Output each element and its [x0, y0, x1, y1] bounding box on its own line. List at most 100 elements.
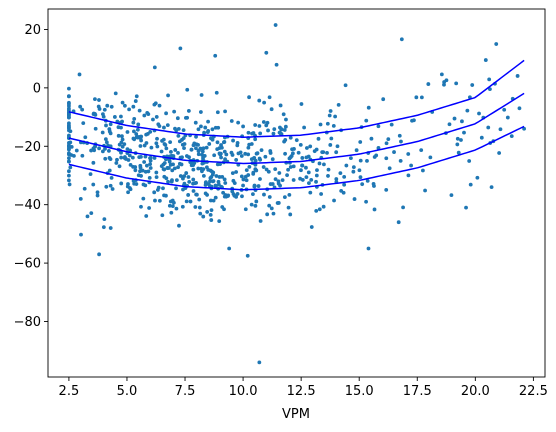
scatter-point [421, 168, 425, 173]
scatter-point [196, 142, 200, 147]
scatter-point [256, 184, 261, 188]
scatter-point [213, 183, 218, 188]
scatter-point [488, 87, 492, 92]
scatter-point [372, 207, 377, 212]
scatter-point [319, 192, 324, 196]
scatter-point [316, 136, 321, 141]
scatter-point [309, 225, 314, 229]
scatter-point [204, 145, 209, 150]
scatter-point [428, 155, 433, 160]
scatter-point [224, 152, 229, 157]
scatter-point [314, 208, 319, 213]
scatter-point [254, 199, 259, 204]
scatter-points [67, 23, 526, 365]
x-tick-label: 10.0 [229, 384, 258, 399]
scatter-point [104, 123, 108, 128]
curve-line-1 [68, 59, 525, 138]
scatter-point [219, 155, 223, 160]
scatter-point [257, 98, 262, 103]
scatter-point [229, 150, 234, 155]
scatter-point [123, 103, 127, 108]
scatter-point [325, 121, 330, 126]
scatter-point [442, 82, 446, 87]
scatter-point [397, 133, 402, 138]
scatter-point [315, 168, 319, 173]
scatter-point [141, 196, 146, 201]
scatter-point [298, 176, 303, 181]
scatter-point [221, 190, 226, 195]
scatter-point [306, 154, 311, 159]
scatter-point [455, 136, 460, 141]
scatter-point [173, 148, 178, 152]
scatter-point [211, 179, 216, 183]
scatter-point [332, 198, 336, 203]
scatter-point [130, 155, 135, 160]
scatter-point [78, 196, 83, 201]
scatter-point [328, 143, 333, 147]
scatter-point [465, 108, 470, 113]
scatter-point [208, 212, 213, 217]
scatter-point [358, 158, 363, 163]
scatter-point [93, 126, 98, 131]
scatter-point [241, 183, 245, 188]
scatter-point [127, 107, 131, 112]
scatter-point [282, 128, 287, 132]
scatter-point [326, 174, 330, 178]
scatter-point [145, 132, 150, 136]
scatter-point [127, 186, 132, 190]
scatter-point [273, 177, 278, 182]
scatter-point [196, 166, 201, 171]
scatter-point [486, 125, 491, 130]
scatter-point [67, 182, 72, 187]
scatter-point [180, 137, 184, 142]
scatter-point [188, 199, 193, 204]
scatter-point [222, 177, 227, 182]
scatter-point [206, 119, 210, 124]
scatter-point [209, 208, 214, 213]
scatter-point [74, 148, 79, 153]
scatter-point [302, 125, 307, 130]
scatter-point [155, 136, 159, 141]
scatter-point [268, 182, 273, 186]
scatter-point [153, 101, 158, 106]
scatter-point [262, 100, 267, 105]
scatter-point [263, 154, 268, 159]
scatter-point [334, 177, 339, 181]
scatter-point [161, 167, 166, 171]
scatter-point [103, 137, 108, 142]
scatter-point [89, 148, 94, 153]
scatter-point [489, 185, 494, 190]
scatter-point [358, 140, 363, 144]
scatter-point [170, 198, 175, 203]
scatter-point [384, 187, 389, 192]
fitted-curves [68, 59, 525, 191]
scatter-point [203, 191, 208, 196]
scatter-point [342, 182, 347, 187]
scatter-point [143, 169, 148, 174]
scatter-point [97, 252, 101, 257]
scatter-point [253, 158, 258, 163]
scatter-point [170, 178, 174, 183]
scatter-point [231, 192, 236, 196]
scatter-point [113, 91, 118, 96]
scatter-point [105, 103, 110, 108]
scatter-point [246, 130, 251, 135]
scatter-point [326, 167, 331, 172]
scatter-point [205, 210, 210, 214]
scatter-point [191, 167, 196, 172]
scatter-point [67, 115, 71, 120]
scatter-point [119, 155, 124, 160]
scatter-point [314, 173, 319, 178]
scatter-point [462, 130, 466, 135]
scatter-point [406, 173, 411, 178]
scatter-point [235, 140, 240, 145]
scatter-point [325, 150, 329, 155]
scatter-point [246, 145, 251, 150]
scatter-point [257, 360, 262, 365]
scatter-point [169, 153, 174, 158]
scatter-point [300, 163, 304, 168]
scatter-point [214, 90, 219, 95]
scatter-point [165, 166, 170, 171]
scatter-point [384, 141, 389, 146]
scatter-point [208, 179, 212, 184]
